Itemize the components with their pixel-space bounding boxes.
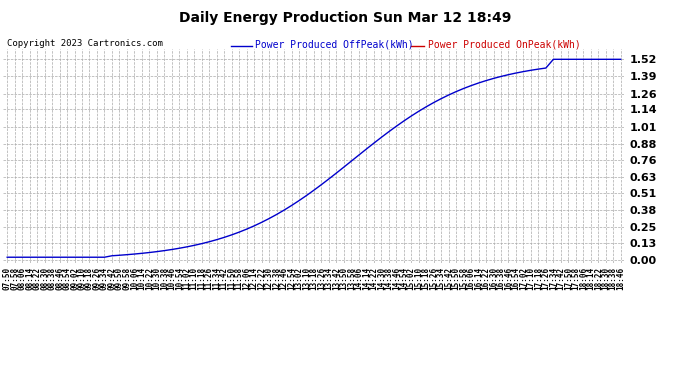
Text: Copyright 2023 Cartronics.com: Copyright 2023 Cartronics.com	[7, 39, 163, 48]
Text: Power Produced OnPeak(kWh): Power Produced OnPeak(kWh)	[428, 39, 580, 50]
Text: Daily Energy Production Sun Mar 12 18:49: Daily Energy Production Sun Mar 12 18:49	[179, 11, 511, 25]
Text: Power Produced OffPeak(kWh): Power Produced OffPeak(kWh)	[255, 39, 414, 50]
